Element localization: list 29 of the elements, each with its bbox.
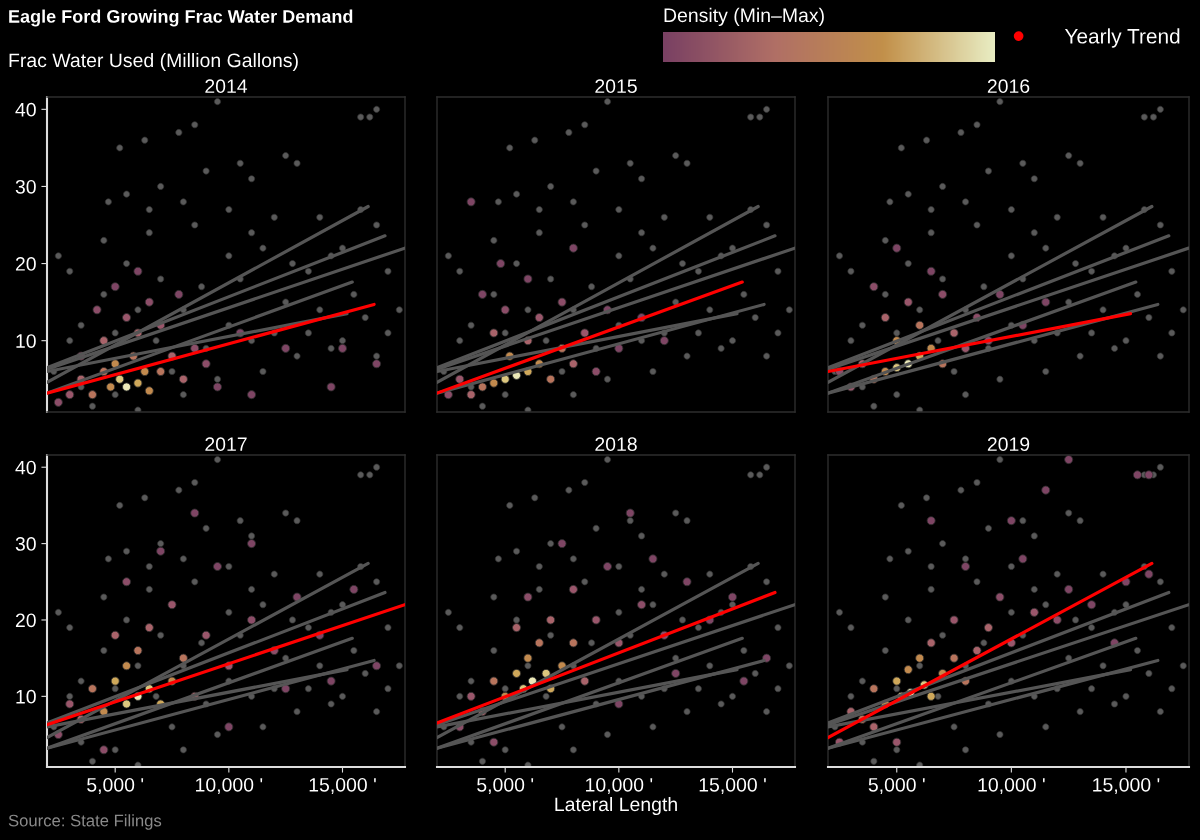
x-tick-label: 5,000 ' <box>87 777 144 794</box>
chart-title: 2018 <box>595 437 637 452</box>
x-tick-label: 10,000 ' <box>196 777 263 794</box>
x-tick-label: 10,000 ' <box>586 777 653 794</box>
source-note: Source: State Filings <box>8 814 162 830</box>
x-tick-label: 5,000 ' <box>868 777 925 794</box>
x-tick-label: 15,000 ' <box>1093 777 1160 794</box>
y-tick-label: 40 <box>15 102 36 117</box>
y-tick-label: 30 <box>15 537 36 551</box>
x-axis-title: Lateral Length <box>555 796 677 816</box>
text: Eagle Ford Growing Frac Water Demand <box>9 9 353 27</box>
x-tick-label: 15,000 ' <box>699 777 766 794</box>
chart-title: 2017 <box>205 437 247 452</box>
y-axis-title: Frac Water Used (Million Gallons) <box>9 52 298 72</box>
chart-title: 2014 <box>205 79 248 94</box>
legend-label: Yearly Trend <box>1064 28 1180 48</box>
y-tick-label: 10 <box>16 334 36 348</box>
y-tick-label: 40 <box>15 460 36 475</box>
y-tick-label: 30 <box>15 179 36 194</box>
x-tick-label: 5,000 ' <box>477 777 534 794</box>
chart-title: 2015 <box>595 79 637 94</box>
y-tick-label: 20 <box>15 257 36 271</box>
chart-title: 2016 <box>987 79 1030 94</box>
x-tick-label: 15,000 ' <box>309 777 376 794</box>
y-tick-label: 10 <box>16 689 36 704</box>
color-bar-title: Density (Min–Max) <box>664 7 824 26</box>
y-tick-label: 20 <box>15 613 36 628</box>
x-tick-label: 10,000 ' <box>978 777 1045 794</box>
chart-title: 2019 <box>987 437 1030 452</box>
